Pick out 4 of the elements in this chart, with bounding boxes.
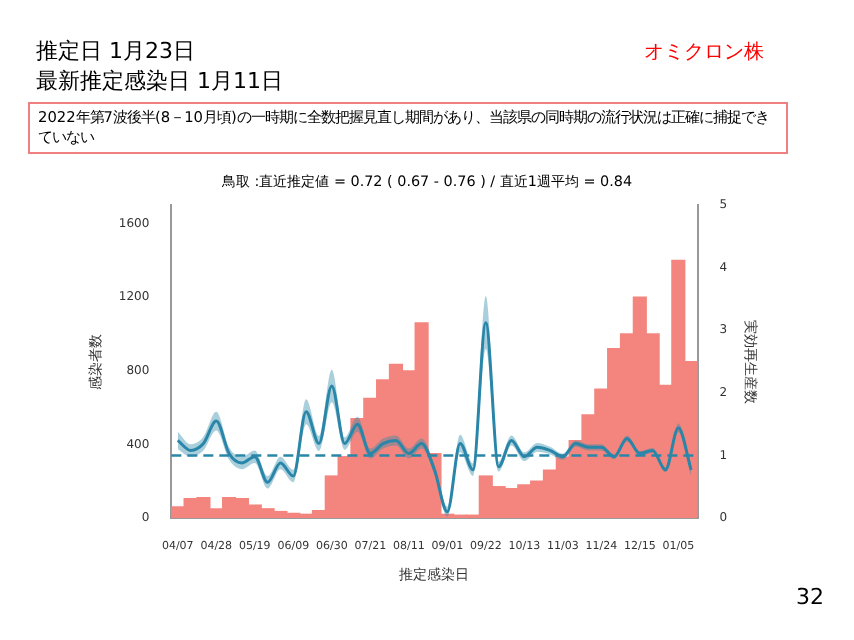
text: 推定日 1月23日 xyxy=(36,36,195,66)
text: 最新推定感染日 1月11日 xyxy=(36,66,283,96)
text: 32 xyxy=(796,584,824,610)
text: オミクロン株 xyxy=(644,39,764,66)
